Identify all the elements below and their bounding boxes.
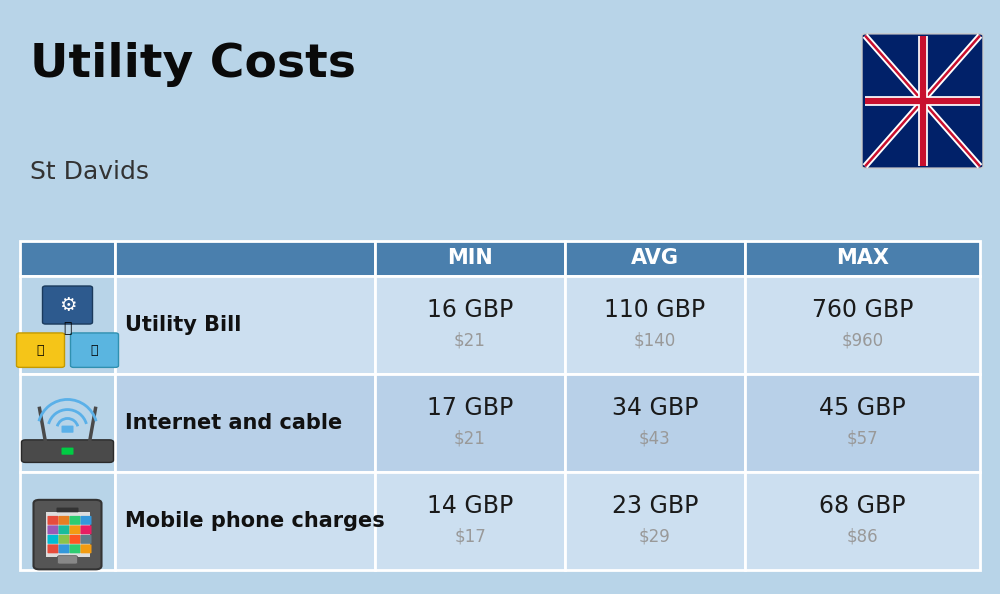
FancyBboxPatch shape xyxy=(375,472,565,570)
FancyBboxPatch shape xyxy=(565,374,745,472)
FancyBboxPatch shape xyxy=(62,448,74,455)
FancyBboxPatch shape xyxy=(375,374,565,472)
Text: Internet and cable: Internet and cable xyxy=(125,413,342,433)
FancyBboxPatch shape xyxy=(46,512,90,557)
Text: 34 GBP: 34 GBP xyxy=(612,396,698,421)
Text: 14 GBP: 14 GBP xyxy=(427,494,513,519)
Text: 16 GBP: 16 GBP xyxy=(427,298,513,323)
Text: $43: $43 xyxy=(639,429,671,447)
FancyBboxPatch shape xyxy=(80,544,92,554)
FancyBboxPatch shape xyxy=(58,556,78,564)
Text: 🔧: 🔧 xyxy=(91,344,98,356)
FancyBboxPatch shape xyxy=(20,472,115,570)
FancyBboxPatch shape xyxy=(48,516,58,525)
Text: 23 GBP: 23 GBP xyxy=(612,494,698,519)
Text: $29: $29 xyxy=(639,527,671,545)
Text: 68 GBP: 68 GBP xyxy=(819,494,906,519)
FancyBboxPatch shape xyxy=(48,544,58,554)
FancyBboxPatch shape xyxy=(56,507,78,512)
Text: 🤝: 🤝 xyxy=(63,321,72,335)
FancyBboxPatch shape xyxy=(375,241,565,276)
Text: Mobile phone charges: Mobile phone charges xyxy=(125,511,385,531)
FancyBboxPatch shape xyxy=(745,472,980,570)
FancyBboxPatch shape xyxy=(48,526,58,535)
FancyBboxPatch shape xyxy=(22,440,114,462)
Text: $86: $86 xyxy=(847,527,878,545)
FancyBboxPatch shape xyxy=(80,516,92,525)
FancyBboxPatch shape xyxy=(745,276,980,374)
Text: ⚙: ⚙ xyxy=(59,296,76,314)
Text: $21: $21 xyxy=(454,331,486,349)
Text: 110 GBP: 110 GBP xyxy=(604,298,706,323)
FancyBboxPatch shape xyxy=(565,241,745,276)
FancyBboxPatch shape xyxy=(70,526,80,535)
FancyBboxPatch shape xyxy=(80,526,92,535)
FancyBboxPatch shape xyxy=(58,544,69,554)
Text: St Davids: St Davids xyxy=(30,160,149,184)
FancyBboxPatch shape xyxy=(42,286,92,324)
FancyBboxPatch shape xyxy=(745,374,980,472)
Text: $140: $140 xyxy=(634,331,676,349)
FancyBboxPatch shape xyxy=(48,535,58,544)
FancyBboxPatch shape xyxy=(17,333,64,367)
FancyBboxPatch shape xyxy=(20,276,115,374)
FancyBboxPatch shape xyxy=(70,516,80,525)
FancyBboxPatch shape xyxy=(565,276,745,374)
FancyBboxPatch shape xyxy=(565,472,745,570)
FancyBboxPatch shape xyxy=(80,535,92,544)
Text: 45 GBP: 45 GBP xyxy=(819,396,906,421)
Text: AVG: AVG xyxy=(631,248,679,268)
Text: Utility Costs: Utility Costs xyxy=(30,42,356,87)
Text: 🔌: 🔌 xyxy=(37,344,44,356)
FancyBboxPatch shape xyxy=(115,374,375,472)
FancyBboxPatch shape xyxy=(115,472,375,570)
Text: $57: $57 xyxy=(847,429,878,447)
Text: $21: $21 xyxy=(454,429,486,447)
Text: MIN: MIN xyxy=(447,248,493,268)
FancyBboxPatch shape xyxy=(58,526,69,535)
FancyBboxPatch shape xyxy=(862,34,983,168)
Text: 17 GBP: 17 GBP xyxy=(427,396,513,421)
FancyBboxPatch shape xyxy=(58,516,69,525)
FancyBboxPatch shape xyxy=(70,333,119,367)
FancyBboxPatch shape xyxy=(62,426,74,432)
FancyBboxPatch shape xyxy=(20,241,115,276)
FancyBboxPatch shape xyxy=(70,535,80,544)
Text: $960: $960 xyxy=(841,331,884,349)
FancyBboxPatch shape xyxy=(745,241,980,276)
Text: Utility Bill: Utility Bill xyxy=(125,315,241,335)
FancyBboxPatch shape xyxy=(115,276,375,374)
FancyBboxPatch shape xyxy=(58,535,69,544)
FancyBboxPatch shape xyxy=(375,276,565,374)
Text: 760 GBP: 760 GBP xyxy=(812,298,913,323)
FancyBboxPatch shape xyxy=(20,374,115,472)
FancyBboxPatch shape xyxy=(115,241,375,276)
Text: $17: $17 xyxy=(454,527,486,545)
Text: MAX: MAX xyxy=(836,248,889,268)
FancyBboxPatch shape xyxy=(70,544,80,554)
FancyBboxPatch shape xyxy=(34,500,102,569)
